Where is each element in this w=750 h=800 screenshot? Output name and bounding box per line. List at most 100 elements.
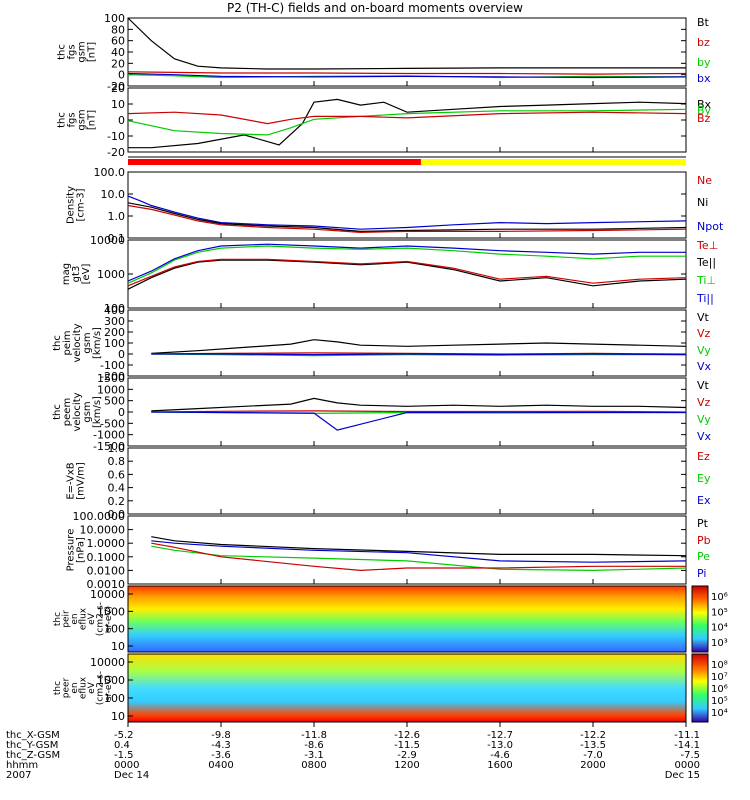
orbit-value: 0400 xyxy=(208,760,233,771)
y-tick-label: 10 xyxy=(111,640,125,653)
y-tick-label: 0 xyxy=(118,348,125,361)
series-line-Ni xyxy=(127,202,687,233)
legend-entry: Ez xyxy=(697,450,710,463)
y-axis-label: Density xyxy=(66,186,77,224)
y-tick-label: 100.0 xyxy=(94,166,126,179)
orbit-value: -1.5 xyxy=(114,750,134,761)
y-tick-label: 10000 xyxy=(90,234,125,247)
orbit-value: -3.1 xyxy=(304,750,324,761)
series-line-Te|| xyxy=(127,259,687,290)
y-axis-label: gt3 xyxy=(71,266,82,283)
y-axis-label: eV xyxy=(87,681,97,694)
orbit-value: -11.8 xyxy=(301,730,327,741)
series-line-Te⊥ xyxy=(127,258,687,287)
y-tick-label: 100 xyxy=(104,302,125,315)
legend-entry: Bz xyxy=(697,112,711,125)
y-tick-label: 0.0 xyxy=(108,508,126,521)
y-tick-label: 0.0100 xyxy=(87,564,126,577)
series-line-Bx xyxy=(128,98,687,149)
orbit-value: -7.0 xyxy=(583,750,603,761)
y-tick-label: -10 xyxy=(107,130,125,143)
legend-entry: Vz xyxy=(697,327,711,340)
orbit-row-label: thc_Y-GSM xyxy=(6,740,58,751)
y-axis-label: fgs xyxy=(67,44,78,59)
y-axis-label: thc xyxy=(52,335,63,351)
orbit-value: -8.6 xyxy=(304,740,324,751)
legend-entry: By xyxy=(697,104,712,117)
orbit-row-label: hhmm xyxy=(6,760,38,771)
y-axis-label: thc xyxy=(53,612,63,626)
orbit-value: -3.6 xyxy=(211,750,231,761)
y-axis-label: E=-VxB xyxy=(66,462,77,499)
series-line-Pb xyxy=(151,542,686,572)
orbit-value: -7.5 xyxy=(680,750,700,761)
spectrogram-frame xyxy=(127,585,687,653)
legend-entry: Vt xyxy=(697,379,710,392)
colorbar-tick-label: 10³ xyxy=(711,638,728,649)
y-axis-label: peer xyxy=(62,677,72,698)
y-axis-label: (cm2-s- xyxy=(96,671,106,705)
y-tick-label: -100 xyxy=(100,359,125,372)
y-axis-label: peir xyxy=(62,610,72,628)
series-line-Pe xyxy=(151,545,687,572)
orbit-value: -9.8 xyxy=(211,730,231,741)
y-tick-label: 1000 xyxy=(97,605,125,618)
y-axis-label: thc xyxy=(52,404,63,420)
y-axis-label: [km/s] xyxy=(92,396,103,428)
colorbar-tick-label: 10⁶ xyxy=(711,684,728,695)
y-tick-label: 500 xyxy=(104,395,125,408)
y-axis-label: [nT] xyxy=(87,110,98,130)
spectrogram-image xyxy=(128,586,686,652)
y-axis-label: gsm xyxy=(77,109,88,130)
y-tick-label: 1000 xyxy=(97,383,125,396)
orbit-value: -14.1 xyxy=(674,740,700,751)
orbit-coverage-yellow xyxy=(420,159,686,165)
y-tick-label: 1500 xyxy=(97,372,125,385)
series-line-Vt xyxy=(151,339,687,354)
y-axis-label: [nPa] xyxy=(76,537,87,563)
y-tick-label: 0.1 xyxy=(108,232,126,245)
y-axis-label: [cm-3] xyxy=(76,188,87,221)
y-tick-label: 20 xyxy=(111,57,125,70)
orbit-value: -11.5 xyxy=(394,740,420,751)
y-axis-label: thc xyxy=(57,112,68,128)
legend-entry: Pe xyxy=(697,550,710,563)
colorbar-tick-label: 10⁵ xyxy=(711,696,728,707)
series-line-bz xyxy=(127,71,687,75)
legend-entry: Vt xyxy=(697,311,710,324)
panel-frame xyxy=(127,309,687,377)
panel-frame xyxy=(127,515,687,585)
series-line-Ne xyxy=(127,204,687,234)
y-tick-label: 0.0010 xyxy=(87,578,126,591)
y-tick-label: 10.0 xyxy=(101,188,126,201)
y-axis-label: eV xyxy=(87,612,97,625)
series-line-Vz xyxy=(151,410,687,413)
series-line-Vt xyxy=(151,397,687,412)
y-tick-label: 0.8 xyxy=(108,455,126,468)
legend-entry: Pi xyxy=(697,567,706,580)
legend-entry: Te⊥ xyxy=(696,239,718,252)
orbit-value: 0000 xyxy=(114,760,139,771)
y-tick-label: 0.1000 xyxy=(87,551,126,564)
y-tick-label: -1500 xyxy=(93,440,125,453)
series-line-By xyxy=(127,108,687,136)
y-axis-label: gsm xyxy=(82,401,93,422)
y-axis-label: en xyxy=(70,613,80,624)
y-tick-label: 300 xyxy=(104,315,125,328)
y-tick-label: 100.0000 xyxy=(73,510,126,523)
orbit-value: Dec 14 xyxy=(114,770,149,781)
legend-entry: by xyxy=(697,56,711,69)
series-line-Npot xyxy=(127,195,687,230)
spectrogram-image xyxy=(128,654,686,722)
orbit-coverage-red xyxy=(128,159,421,165)
orbit-value: -13.5 xyxy=(580,740,606,751)
series-line-Pi xyxy=(151,540,687,563)
series-line-Vx xyxy=(151,411,686,431)
orbit-value: -4.3 xyxy=(211,740,231,751)
series-line-Ti⊥ xyxy=(127,245,686,284)
legend-entry: bz xyxy=(697,36,710,49)
y-axis-label: gsm xyxy=(77,41,88,62)
y-axis-label: mag xyxy=(61,263,72,285)
orbit-value: -12.7 xyxy=(487,730,513,741)
